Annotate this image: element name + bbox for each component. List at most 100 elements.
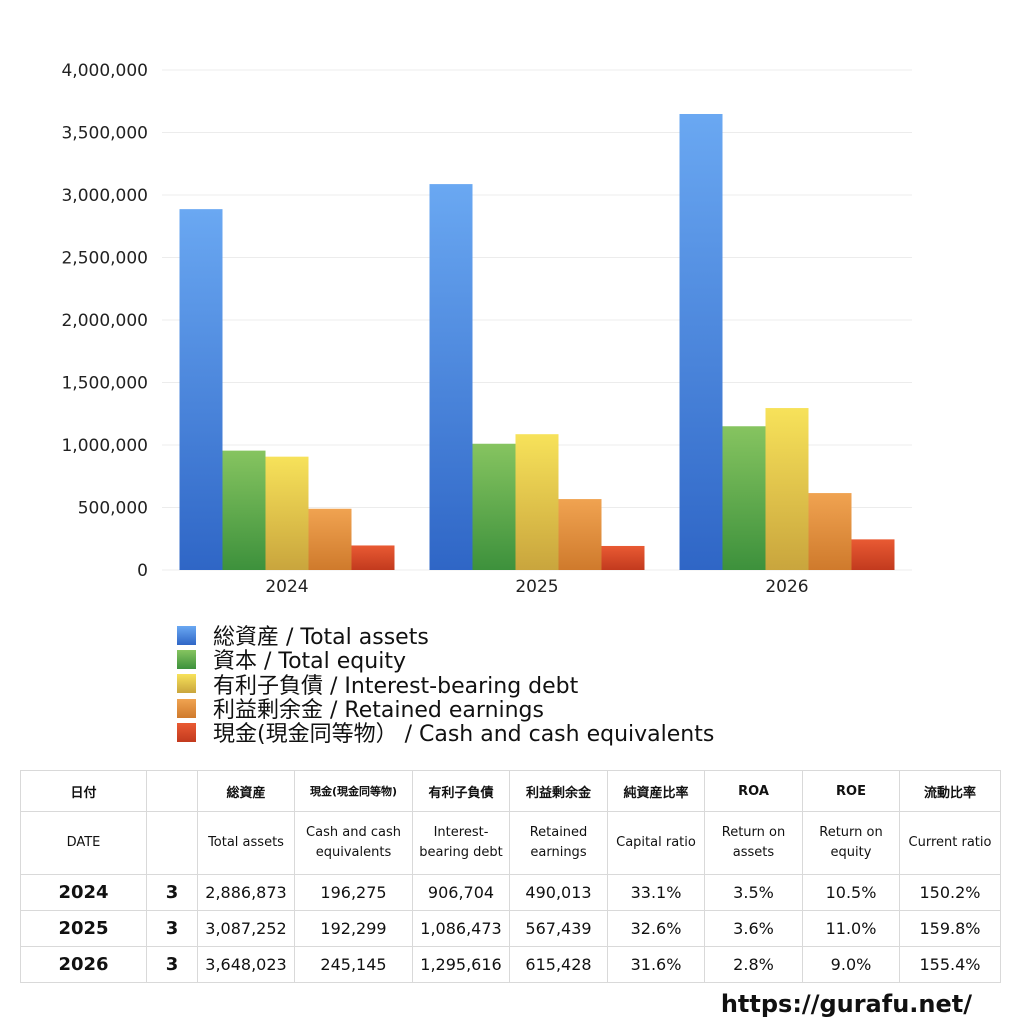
bar (179, 209, 223, 570)
legend-swatch (177, 674, 196, 694)
header-cell (146, 770, 198, 812)
bar (351, 545, 395, 570)
table-cell: 31.6% (607, 946, 705, 983)
site-url[interactable]: https://gurafu.net/ (720, 990, 972, 1018)
x-tick-label: 2024 (265, 577, 308, 597)
bar (515, 434, 559, 570)
header-cell: 日付 (20, 770, 147, 812)
bar (679, 113, 723, 570)
table-cell: 32.6% (607, 910, 705, 947)
header-cell: Retained earnings (509, 811, 608, 875)
table-cell: 1,086,473 (412, 910, 510, 947)
year-cell: 2025 (20, 910, 147, 947)
y-tick-label: 4,000,000 (61, 61, 148, 81)
y-tick-label: 3,500,000 (61, 124, 148, 144)
table-cell: 33.1% (607, 874, 705, 911)
bar (851, 539, 895, 570)
bar (265, 456, 309, 570)
legend-item: 有利子負債 / Interest-bearing debt (177, 672, 714, 699)
table-cell: 490,013 (509, 874, 608, 911)
table-cell: 150.2% (899, 874, 1001, 911)
table-cell: 196,275 (294, 874, 413, 911)
bar (222, 450, 266, 570)
month-cell: 3 (146, 874, 198, 911)
legend-label: 有利子負債 / Interest-bearing debt (213, 673, 579, 699)
x-tick-label: 2026 (765, 577, 808, 597)
header-row-en: DATE Total assets Cash and cash equivale… (20, 811, 1001, 875)
header-cell: 有利子負債 (412, 770, 510, 812)
table-cell: 3.6% (704, 910, 803, 947)
bar (808, 493, 852, 570)
y-tick-label: 1,500,000 (61, 374, 148, 394)
table-row: 2025 3 3,087,252 192,299 1,086,473 567,4… (20, 910, 1001, 947)
table-cell: 3.5% (704, 874, 803, 911)
table-cell: 1,295,616 (412, 946, 510, 983)
legend-label: 現金(現金同等物） / Cash and cash equivalents (213, 722, 715, 748)
header-cell: Return on equity (802, 811, 900, 875)
month-cell: 3 (146, 946, 198, 983)
legend-item: 利益剰余金 / Retained earnings (177, 696, 714, 723)
table-cell: 3,648,023 (197, 946, 295, 983)
y-tick-label: 1,000,000 (61, 436, 148, 456)
legend-label: 利益剰余金 / Retained earnings (213, 698, 544, 724)
table-cell: 906,704 (412, 874, 510, 911)
header-cell: Return on assets (704, 811, 803, 875)
header-cell: Interest-bearing debt (412, 811, 510, 875)
month-cell: 3 (146, 910, 198, 947)
financial-table: 日付 総資産 現金(現金同等物) 有利子負債 利益剰余金 純資産比率 ROA R… (20, 770, 1001, 983)
header-cell: Current ratio (899, 811, 1001, 875)
chart-legend: 総資産 / Total assets 資本 / Total equity 有利子… (177, 623, 714, 747)
header-row-jp: 日付 総資産 現金(現金同等物) 有利子負債 利益剰余金 純資産比率 ROA R… (20, 770, 1001, 812)
header-cell: ROA (704, 770, 803, 812)
bar-chart: 0 500,000 1,000,000 1,500,000 2,000,000 2,500… (61, 61, 912, 597)
bar (601, 545, 645, 570)
table-cell: 2.8% (704, 946, 803, 983)
legend-swatch (177, 649, 196, 669)
header-cell: 現金(現金同等物) (294, 770, 413, 812)
bar (765, 408, 809, 570)
header-cell: ROE (802, 770, 900, 812)
legend-swatch (177, 698, 196, 718)
legend-swatch (177, 722, 196, 742)
header-cell: DATE (20, 811, 147, 875)
table-cell: 567,439 (509, 910, 608, 947)
header-cell: 純資産比率 (607, 770, 705, 812)
bar (308, 508, 352, 570)
legend-label: 総資産 / Total assets (213, 625, 429, 651)
y-tick-label: 2,500,000 (61, 249, 148, 269)
table-cell: 615,428 (509, 946, 608, 983)
legend-item: 総資産 / Total assets (177, 623, 714, 650)
table-cell: 2,886,873 (197, 874, 295, 911)
legend-swatch (177, 625, 196, 645)
header-cell: Capital ratio (607, 811, 705, 875)
header-cell: 利益剰余金 (509, 770, 608, 812)
y-tick-label: 2,000,000 (61, 311, 148, 331)
legend-item: 現金(現金同等物） / Cash and cash equivalents (177, 720, 714, 747)
y-tick-label: 500,000 (78, 499, 148, 519)
table-row: 2024 3 2,886,873 196,275 906,704 490,013… (20, 874, 1001, 911)
table-cell: 10.5% (802, 874, 900, 911)
table-cell: 155.4% (899, 946, 1001, 983)
table-cell: 3,087,252 (197, 910, 295, 947)
bar (558, 499, 602, 570)
header-cell: Cash and cash equivalents (294, 811, 413, 875)
year-cell: 2026 (20, 946, 147, 983)
y-tick-label: 0 (137, 561, 148, 581)
legend-item: 資本 / Total equity (177, 647, 714, 674)
bar (722, 426, 766, 570)
x-tick-label: 2025 (515, 577, 558, 597)
header-cell: 総資産 (197, 770, 295, 812)
table-cell: 11.0% (802, 910, 900, 947)
table-cell: 159.8% (899, 910, 1001, 947)
table-row: 2026 3 3,648,023 245,145 1,295,616 615,4… (20, 946, 1001, 983)
table-cell: 9.0% (802, 946, 900, 983)
y-tick-label: 3,000,000 (61, 186, 148, 206)
table-cell: 192,299 (294, 910, 413, 947)
legend-label: 資本 / Total equity (213, 649, 406, 675)
year-cell: 2024 (20, 874, 147, 911)
table-cell: 245,145 (294, 946, 413, 983)
header-cell (146, 811, 198, 875)
bar (429, 184, 473, 570)
header-cell: Total assets (197, 811, 295, 875)
header-cell: 流動比率 (899, 770, 1001, 812)
